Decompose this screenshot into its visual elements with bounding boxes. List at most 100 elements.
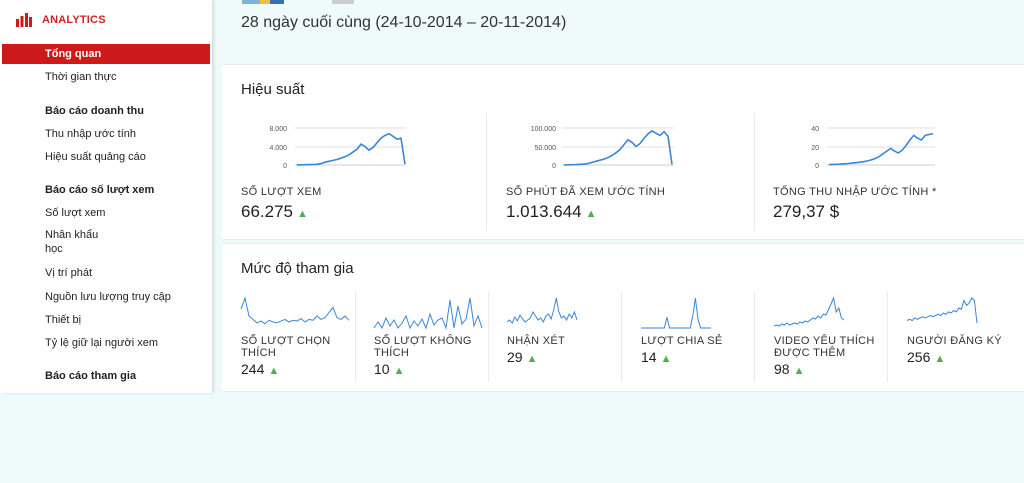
likes-value-text: 244: [241, 361, 265, 377]
views-value: 66.275 ▲: [241, 202, 431, 222]
favorites-line: [773, 296, 845, 327]
comments-line: [506, 297, 578, 324]
engagement-card: Mức độ tham gia SỐ LƯỢT CHỌN THÍCH 244 ▲ …: [222, 243, 1024, 392]
sidebar-item-demographics[interactable]: Nhân khẩu học: [2, 228, 112, 256]
metric-dislikes[interactable]: SỐ LƯỢT KHÔNG THÍCH 10 ▲: [373, 296, 484, 377]
divider: [355, 292, 356, 382]
shares-value: 14 ▲: [641, 349, 751, 365]
trend-up-icon: ▲: [393, 365, 405, 377]
sidebar-item-overview[interactable]: Tổng quan: [2, 44, 210, 64]
sidebar: ANALYTICS Tổng quan Thời gian thực Báo c…: [0, 0, 212, 393]
engagement-title: Mức độ tham gia: [241, 260, 354, 277]
metric-estimated-earnings[interactable]: 40 20 0 TỔNG THU NHẬP ƯỚC TÍNH * 279,37 …: [773, 121, 963, 222]
sidebar-item-traffic-sources[interactable]: Nguồn lưu lượng truy cập: [2, 290, 210, 304]
metric-likes[interactable]: SỐ LƯỢT CHỌN THÍCH 244 ▲: [240, 296, 351, 377]
earnings-sparkline: 40 20 0: [811, 126, 935, 170]
sidebar-item-label: Hiệu suất quảng cáo: [45, 151, 146, 163]
sidebar-item-label: Thời gian thực: [45, 71, 117, 83]
main-content: 28 ngày cuối cùng (24-10-2014 – 20-11-20…: [222, 0, 1024, 393]
comments-sparkline: [506, 297, 578, 324]
sidebar-item-label: Tỷ lệ giữ lại người xem: [45, 337, 159, 349]
sidebar-item-label: Nguồn lưu lượng truy cập: [45, 291, 171, 303]
sidebar-item-label: Nhân khẩu học: [45, 229, 99, 255]
metric-shares[interactable]: LƯỢT CHIA SẺ 14 ▲: [641, 296, 751, 365]
y-tick-label: 0: [283, 163, 287, 170]
y-tick-label: 0: [815, 163, 819, 170]
likes-value: 244 ▲: [241, 361, 351, 377]
likes-sparkline: [240, 296, 350, 325]
views-line: [296, 132, 406, 166]
brand-label: ANALYTICS: [42, 14, 106, 26]
trend-up-icon: ▲: [660, 353, 672, 365]
comments-value: 29 ▲: [507, 349, 617, 365]
sidebar-item-estimated-earnings[interactable]: Thu nhập ước tính: [2, 127, 210, 141]
favorites-sparkline: [773, 296, 845, 327]
y-tick-label: 20: [811, 145, 819, 152]
sidebar-item-devices[interactable]: Thiết bị: [2, 313, 210, 327]
dislikes-sparkline: [373, 297, 483, 330]
sidebar-heading-watch-time-reports: Báo cáo số lượt xem: [2, 183, 210, 197]
earnings-value-text: 279,37 $: [773, 202, 840, 221]
sidebar-item-playback-locations[interactable]: Vị trí phát: [2, 266, 210, 280]
sidebar-item-label: Thiết bị: [45, 314, 82, 326]
trend-up-icon: ▲: [585, 208, 597, 220]
watch-time-line: [563, 130, 673, 166]
divider: [754, 292, 755, 382]
sidebar-item-views[interactable]: Số lượt xem: [2, 206, 210, 220]
sidebar-heading-engagement-reports: Báo cáo tham gia: [2, 369, 210, 383]
divider: [621, 292, 622, 382]
metric-favorites[interactable]: VIDEO YÊU THÍCH ĐƯỢC THÊM 98 ▲: [773, 296, 884, 377]
performance-card: Hiệu suất 8.000 4.000 0 SỐ LƯỢT XEM 66.2…: [222, 64, 1024, 240]
sidebar-item-audience-retention[interactable]: Tỷ lệ giữ lại người xem: [2, 336, 210, 350]
shares-value-text: 14: [641, 349, 657, 365]
y-tick-label: 4.000: [269, 145, 287, 152]
shares-line: [641, 297, 711, 329]
shares-label: LƯỢT CHIA SẺ: [641, 335, 723, 347]
date-range[interactable]: 28 ngày cuối cùng (24-10-2014 – 20-11-20…: [241, 14, 567, 31]
earnings-line: [828, 132, 934, 166]
trend-up-icon: ▲: [526, 353, 538, 365]
divider: [754, 113, 755, 231]
y-tick-label: 100.000: [531, 126, 556, 133]
views-value-text: 66.275: [241, 202, 293, 221]
sidebar-heading-label: Báo cáo số lượt xem: [45, 184, 155, 196]
divider: [486, 113, 487, 231]
comments-label: NHẬN XÉT: [507, 335, 566, 347]
favorites-label: VIDEO YÊU THÍCH ĐƯỢC THÊM: [774, 335, 875, 359]
views-label: SỐ LƯỢT XEM: [241, 186, 322, 198]
dislikes-value-text: 10: [374, 361, 390, 377]
sidebar-item-label: Tổng quan: [45, 48, 102, 60]
bar-chart-icon: [16, 13, 32, 27]
metric-views[interactable]: 8.000 4.000 0 SỐ LƯỢT XEM 66.275 ▲: [241, 121, 431, 222]
subscribers-value-text: 256: [907, 349, 931, 365]
y-tick-label: 40: [811, 126, 819, 133]
video-thumbnails-strip: [242, 0, 354, 4]
trend-up-icon: ▲: [793, 365, 805, 377]
divider: [887, 292, 888, 382]
sidebar-item-ad-performance[interactable]: Hiệu suất quảng cáo: [2, 150, 210, 164]
sidebar-item-label: Thu nhập ước tính: [45, 128, 137, 140]
dislikes-label: SỐ LƯỢT KHÔNG THÍCH: [374, 335, 472, 359]
subscribers-line: [906, 297, 978, 324]
favorites-value: 98 ▲: [774, 361, 884, 377]
sidebar-item-realtime[interactable]: Thời gian thực: [2, 70, 210, 84]
metric-watch-time[interactable]: 100.000 50.000 0 SỐ PHÚT ĐÃ XEM ƯỚC TÍNH…: [506, 121, 696, 222]
analytics-brand[interactable]: ANALYTICS: [16, 11, 106, 29]
metric-subscribers[interactable]: NGƯỜI ĐĂNG KÝ 256 ▲: [906, 296, 1017, 365]
trend-up-icon: ▲: [297, 208, 308, 220]
dislikes-value: 10 ▲: [374, 361, 484, 377]
performance-title: Hiệu suất: [241, 81, 305, 98]
favorites-value-text: 98: [774, 361, 790, 377]
comments-value-text: 29: [507, 349, 523, 365]
subscribers-sparkline: [906, 297, 978, 324]
sidebar-item-label: Vị trí phát: [45, 267, 93, 279]
subscribers-label: NGƯỜI ĐĂNG KÝ: [907, 335, 1002, 347]
earnings-value: 279,37 $: [773, 202, 963, 222]
subscribers-value: 256 ▲: [907, 349, 1017, 365]
shares-sparkline: [641, 297, 711, 329]
trend-up-icon: ▲: [934, 353, 946, 365]
watch-time-label: SỐ PHÚT ĐÃ XEM ƯỚC TÍNH: [506, 186, 666, 198]
metric-comments[interactable]: NHẬN XÉT 29 ▲: [506, 296, 617, 365]
watch-time-value-text: 1.013.644: [506, 202, 582, 221]
earnings-label: TỔNG THU NHẬP ƯỚC TÍNH *: [773, 186, 937, 198]
